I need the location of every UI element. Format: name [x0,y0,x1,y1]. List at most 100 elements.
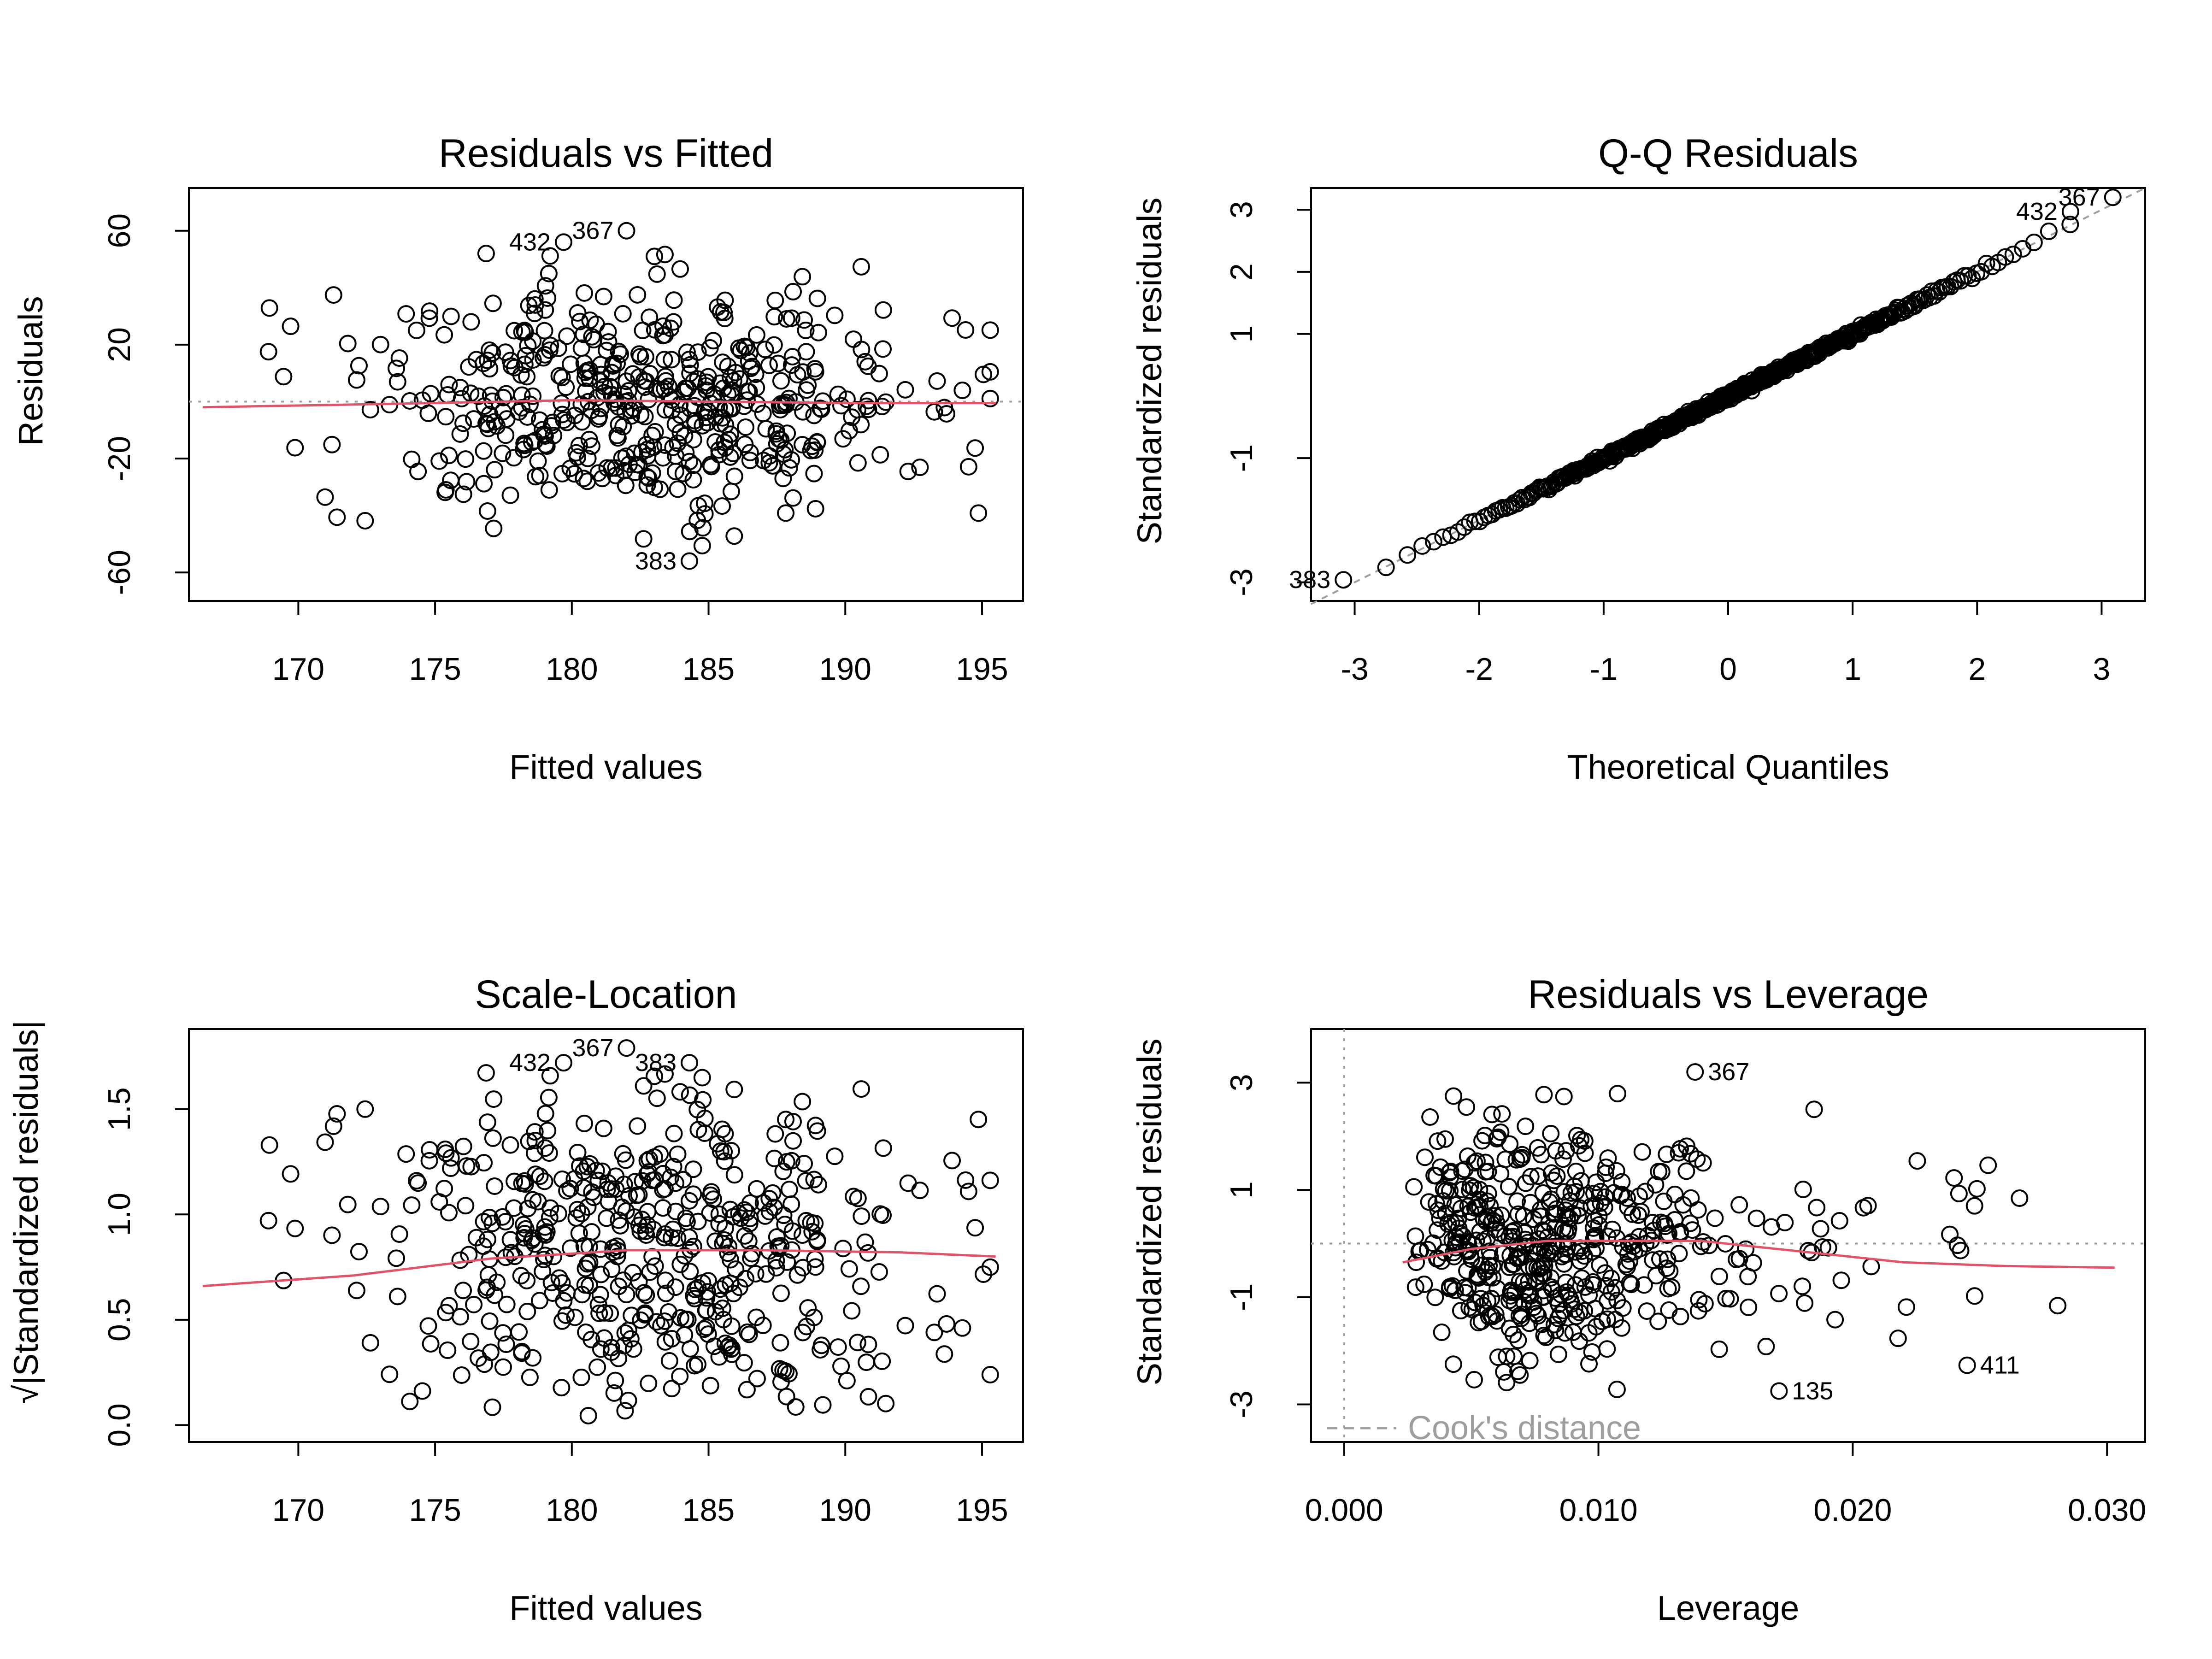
data-point [725,467,743,485]
data-point [671,1255,689,1273]
data-point [652,381,670,399]
data-point [1444,1355,1462,1373]
data-point [1555,1255,1573,1273]
data-point [1590,1207,1608,1225]
data-point [1655,1192,1673,1210]
data-point [1805,1100,1823,1118]
data-point [735,1354,753,1372]
data-point [540,1088,558,1106]
data-point [657,372,675,390]
data-point [1508,1192,1526,1210]
x-axis-label: Fitted values [509,748,703,786]
data-point [259,1212,277,1230]
data-point [856,1233,874,1251]
data-point [1688,1150,1706,1168]
data-point [581,1253,599,1271]
data-point [1739,1268,1757,1286]
data-point [607,466,625,484]
data-point [716,291,734,309]
data-point [766,291,784,309]
data-point [622,1330,640,1348]
data-point [513,399,531,417]
data-point [1598,1340,1616,1358]
data-point [616,1402,634,1420]
data-point [1950,1185,1968,1203]
data-point [832,397,850,415]
data-point [390,349,408,367]
data-point [637,435,655,453]
data-point [772,1284,790,1302]
data-point [604,357,622,375]
data-point [702,1186,720,1204]
data-point [701,1204,719,1222]
data-point [477,245,495,263]
data-point [635,1284,653,1302]
data-point [1565,1177,1583,1195]
data-point [981,1258,999,1276]
labeled-data-point [2104,188,2122,206]
data-point [388,1249,406,1267]
data-point [953,382,971,400]
data-point [765,1149,783,1167]
data-point [1452,1302,1470,1320]
data-point [735,1201,753,1219]
data-point [1453,1162,1471,1180]
data-point [806,1258,824,1276]
data-point [1557,1246,1575,1264]
data-point [494,444,512,462]
x-axis-label: Leverage [1657,1589,1800,1627]
data-point [799,1299,817,1317]
data-point [710,441,728,459]
data-point [1498,1374,1516,1392]
data-point [693,537,711,555]
point-label: 432 [2016,198,2058,225]
data-point [925,1324,943,1341]
labeled-data-point [1686,1063,1704,1081]
data-point [1465,1179,1483,1197]
y-axis-label: Standardized residuals [1130,198,1169,545]
data-point [454,1282,472,1300]
data-point [1633,1143,1651,1161]
x-tick-label: 170 [272,1493,324,1528]
data-point [608,354,626,372]
data-point [695,1320,713,1338]
data-point [578,1158,596,1176]
data-point [873,1352,891,1370]
data-point [570,436,588,454]
data-point [437,408,455,426]
data-point [545,427,563,445]
data-point [871,1205,889,1223]
data-point [618,1286,635,1304]
data-point [1548,1167,1566,1185]
data-point [505,1199,523,1217]
data-point [612,1217,629,1235]
data-point [659,1303,677,1321]
data-point [485,1090,503,1108]
data-point [1522,1168,1540,1186]
data-point [401,1393,419,1411]
data-point [1509,1240,1527,1258]
data-point [874,340,892,358]
data-point [780,389,798,407]
data-point [1606,1279,1624,1297]
data-point [617,477,635,494]
data-point [388,359,406,377]
data-point [576,1276,594,1294]
data-point [966,439,984,457]
data-point [1609,1085,1627,1103]
data-point [666,463,684,481]
data-point [652,1317,670,1335]
data-point [639,447,657,465]
data-point [1555,1088,1573,1106]
data-point [698,414,716,432]
data-point [702,456,720,474]
data-point [1532,1146,1550,1164]
data-point [626,463,644,481]
data-point [478,1278,496,1296]
data-point [777,1111,795,1129]
data-point [1413,537,1431,555]
data-point [928,372,946,390]
data-point [1524,1293,1542,1311]
data-point [787,1398,805,1416]
